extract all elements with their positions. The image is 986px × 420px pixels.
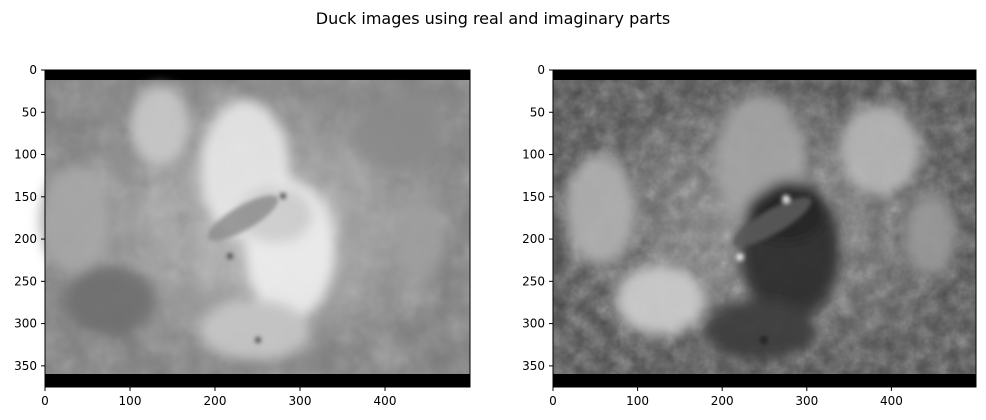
left-x-tick-label-300: 300 (289, 394, 312, 408)
right-y-tick-label-0: 0 (537, 63, 545, 77)
right-image (553, 70, 976, 387)
left-y-tick-label-350: 350 (14, 359, 37, 373)
left-y-tick-label-100: 100 (14, 148, 37, 162)
left-y-tick-label-50: 50 (22, 105, 37, 119)
right-axes-frame (552, 69, 977, 388)
right-x-tick-label-400: 400 (880, 394, 903, 408)
left-y-tick-label-0: 0 (29, 63, 37, 77)
right-y-tick-label-200: 200 (522, 232, 545, 246)
right-y-tick-label-150: 150 (522, 190, 545, 204)
left-x-tick-label-0: 0 (41, 394, 49, 408)
right-y-tick-label-50: 50 (530, 105, 545, 119)
figure-suptitle: Duck images using real and imaginary par… (316, 9, 670, 28)
left-y-tick-label-300: 300 (14, 317, 37, 331)
right-x-tick-label-200: 200 (711, 394, 734, 408)
left-y-tick-label-200: 200 (14, 232, 37, 246)
left-x-tick-label-200: 200 (204, 394, 227, 408)
right-y-tick-label-250: 250 (522, 274, 545, 288)
left-x-tick-label-400: 400 (374, 394, 397, 408)
left-y-tick-label-250: 250 (14, 274, 37, 288)
right-y-tick-label-300: 300 (522, 317, 545, 331)
left-y-tick-label-150: 150 (14, 190, 37, 204)
left-axes-frame (44, 69, 471, 388)
right-x-tick-label-0: 0 (549, 394, 557, 408)
right-x-tick-label-300: 300 (795, 394, 818, 408)
right-x-tick-label-100: 100 (626, 394, 649, 408)
right-y-tick-label-350: 350 (522, 359, 545, 373)
right-y-tick-label-100: 100 (522, 148, 545, 162)
left-x-tick-label-100: 100 (119, 394, 142, 408)
left-image (40, 70, 470, 387)
